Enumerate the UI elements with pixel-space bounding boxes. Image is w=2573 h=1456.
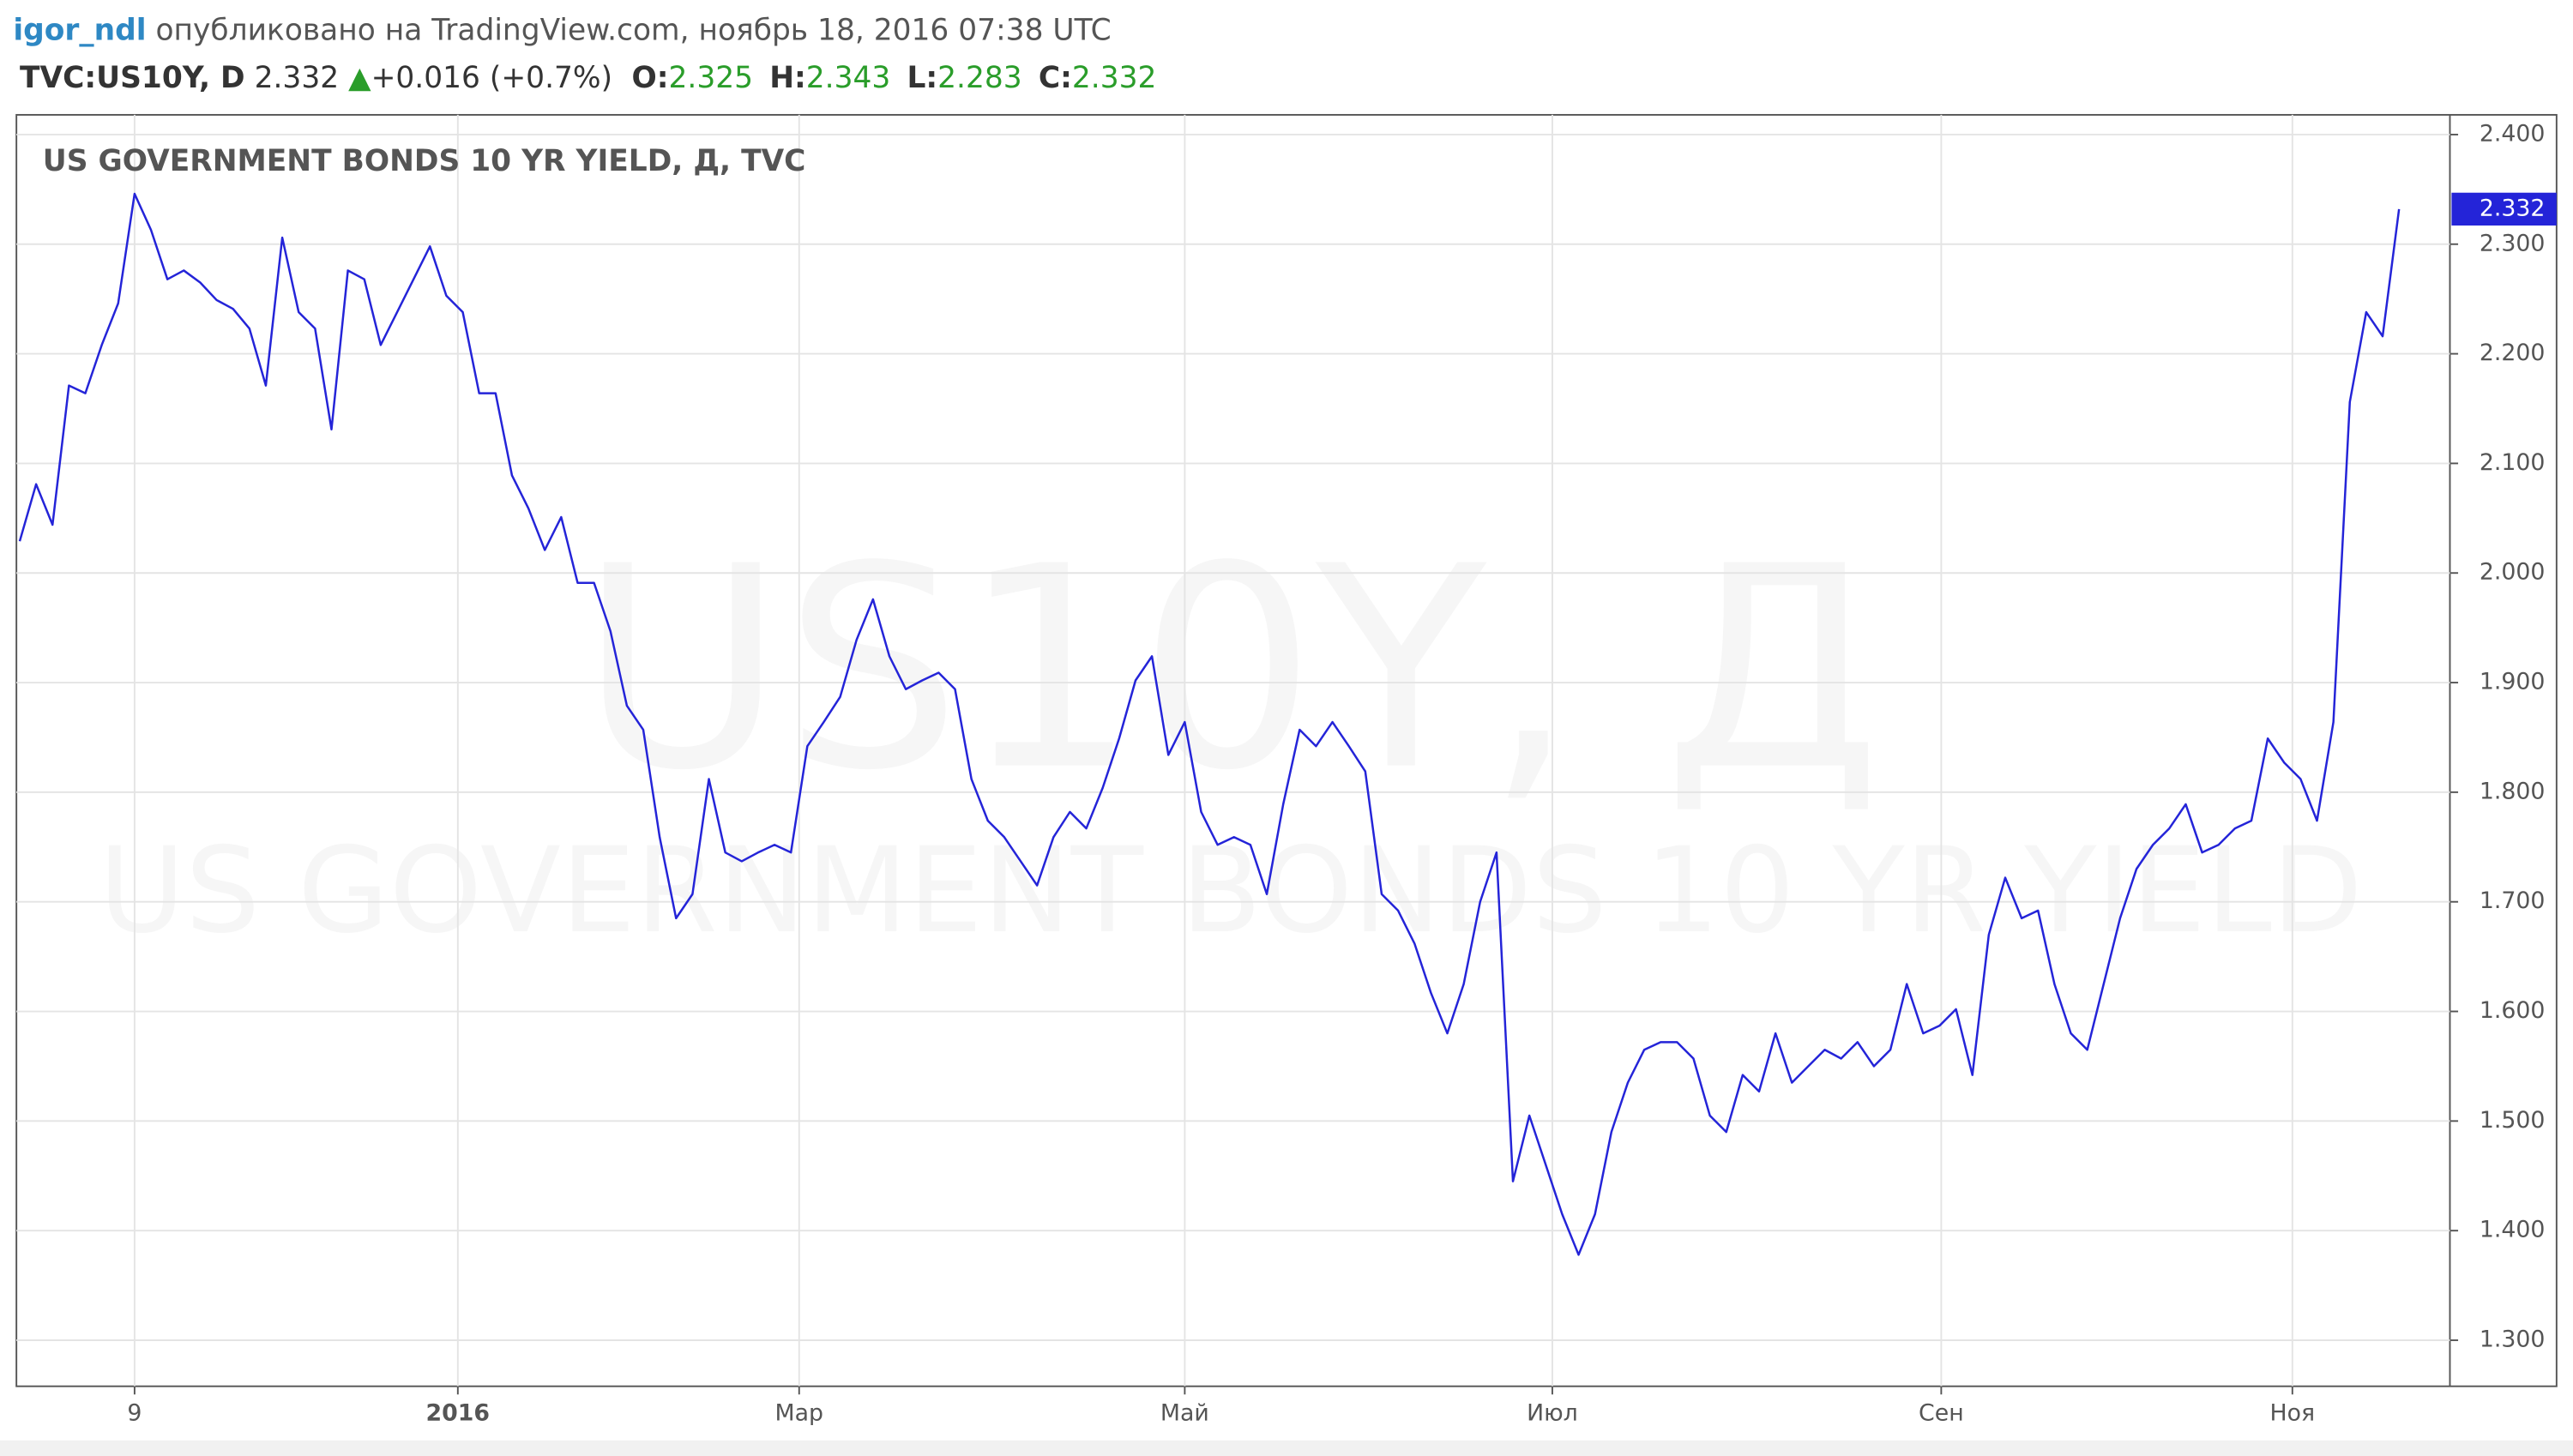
published: опубликовано на TradingView.com, ноябрь … [155,13,1111,47]
grid [16,114,2450,1387]
x-tick-label: 2016 [426,1400,491,1427]
y-tick-label: 2.300 [2480,230,2546,256]
ohlc-value: 2.332 [1072,60,1157,94]
x-tick-label: Сен [1919,1400,1964,1427]
y-tick-label: 1.800 [2480,778,2546,804]
ohlc: O:2.325 H:2.343 L:2.283 C:2.332 [631,60,1156,94]
chart-title: US GOVERNMENT BONDS 10 YR YIELD, Д, TVC [43,144,806,178]
y-tick-label: 1.600 [2480,997,2546,1024]
y-tick-label: 1.400 [2480,1217,2546,1243]
y-tick-label: 1.300 [2480,1327,2546,1353]
x-tick-label: Ноя [2270,1400,2316,1427]
ohlc-key: O: [631,60,668,94]
header-line: igor_ndl опубликовано на TradingView.com… [13,13,1111,47]
price-tag-label: 2.332 [2480,195,2546,221]
watermark-symbol: US10Y, Д [580,506,1882,831]
symbol: TVC:US10Y, D [20,60,245,94]
up-arrow: ▲ [348,60,371,94]
ohlc-key: C: [1039,60,1072,94]
watermark-name: US GOVERNMENT BONDS 10 YR YIELD [99,822,2363,960]
ohlc-value: 2.343 [806,60,891,94]
x-tick-label: Мар [775,1400,824,1427]
price-tag [2451,192,2557,226]
y-tick-label: 2.400 [2480,120,2546,147]
y-tick-label: 2.200 [2480,340,2546,366]
change: +0.016 (+0.7%) [371,60,612,94]
x-tick-label: Май [1160,1400,1209,1427]
x-tick-label: Июл [1527,1400,1578,1427]
quote-line: TVC:US10Y, D 2.332 ▲+0.016 (+0.7%) O:2.3… [20,60,1156,94]
ohlc-key: L: [907,60,937,94]
y-tick-label: 1.700 [2480,887,2546,914]
ohlc-key: H: [769,60,806,94]
chart-frame [15,113,2558,1387]
ohlc-value: 2.325 [669,60,754,94]
x-tick-label: 9 [127,1400,142,1427]
footer-strip [0,1440,2573,1456]
ohlc-value: 2.283 [937,60,1022,94]
price-line [18,192,2401,1256]
y-tick-label: 2.000 [2480,559,2546,586]
y-tick-label: 1.500 [2480,1107,2546,1134]
plot [18,192,2401,1256]
y-tick-label: 1.900 [2480,669,2546,695]
author[interactable]: igor_ndl [13,13,146,47]
y-tick-label: 2.100 [2480,449,2546,476]
last: 2.332 [255,60,340,94]
